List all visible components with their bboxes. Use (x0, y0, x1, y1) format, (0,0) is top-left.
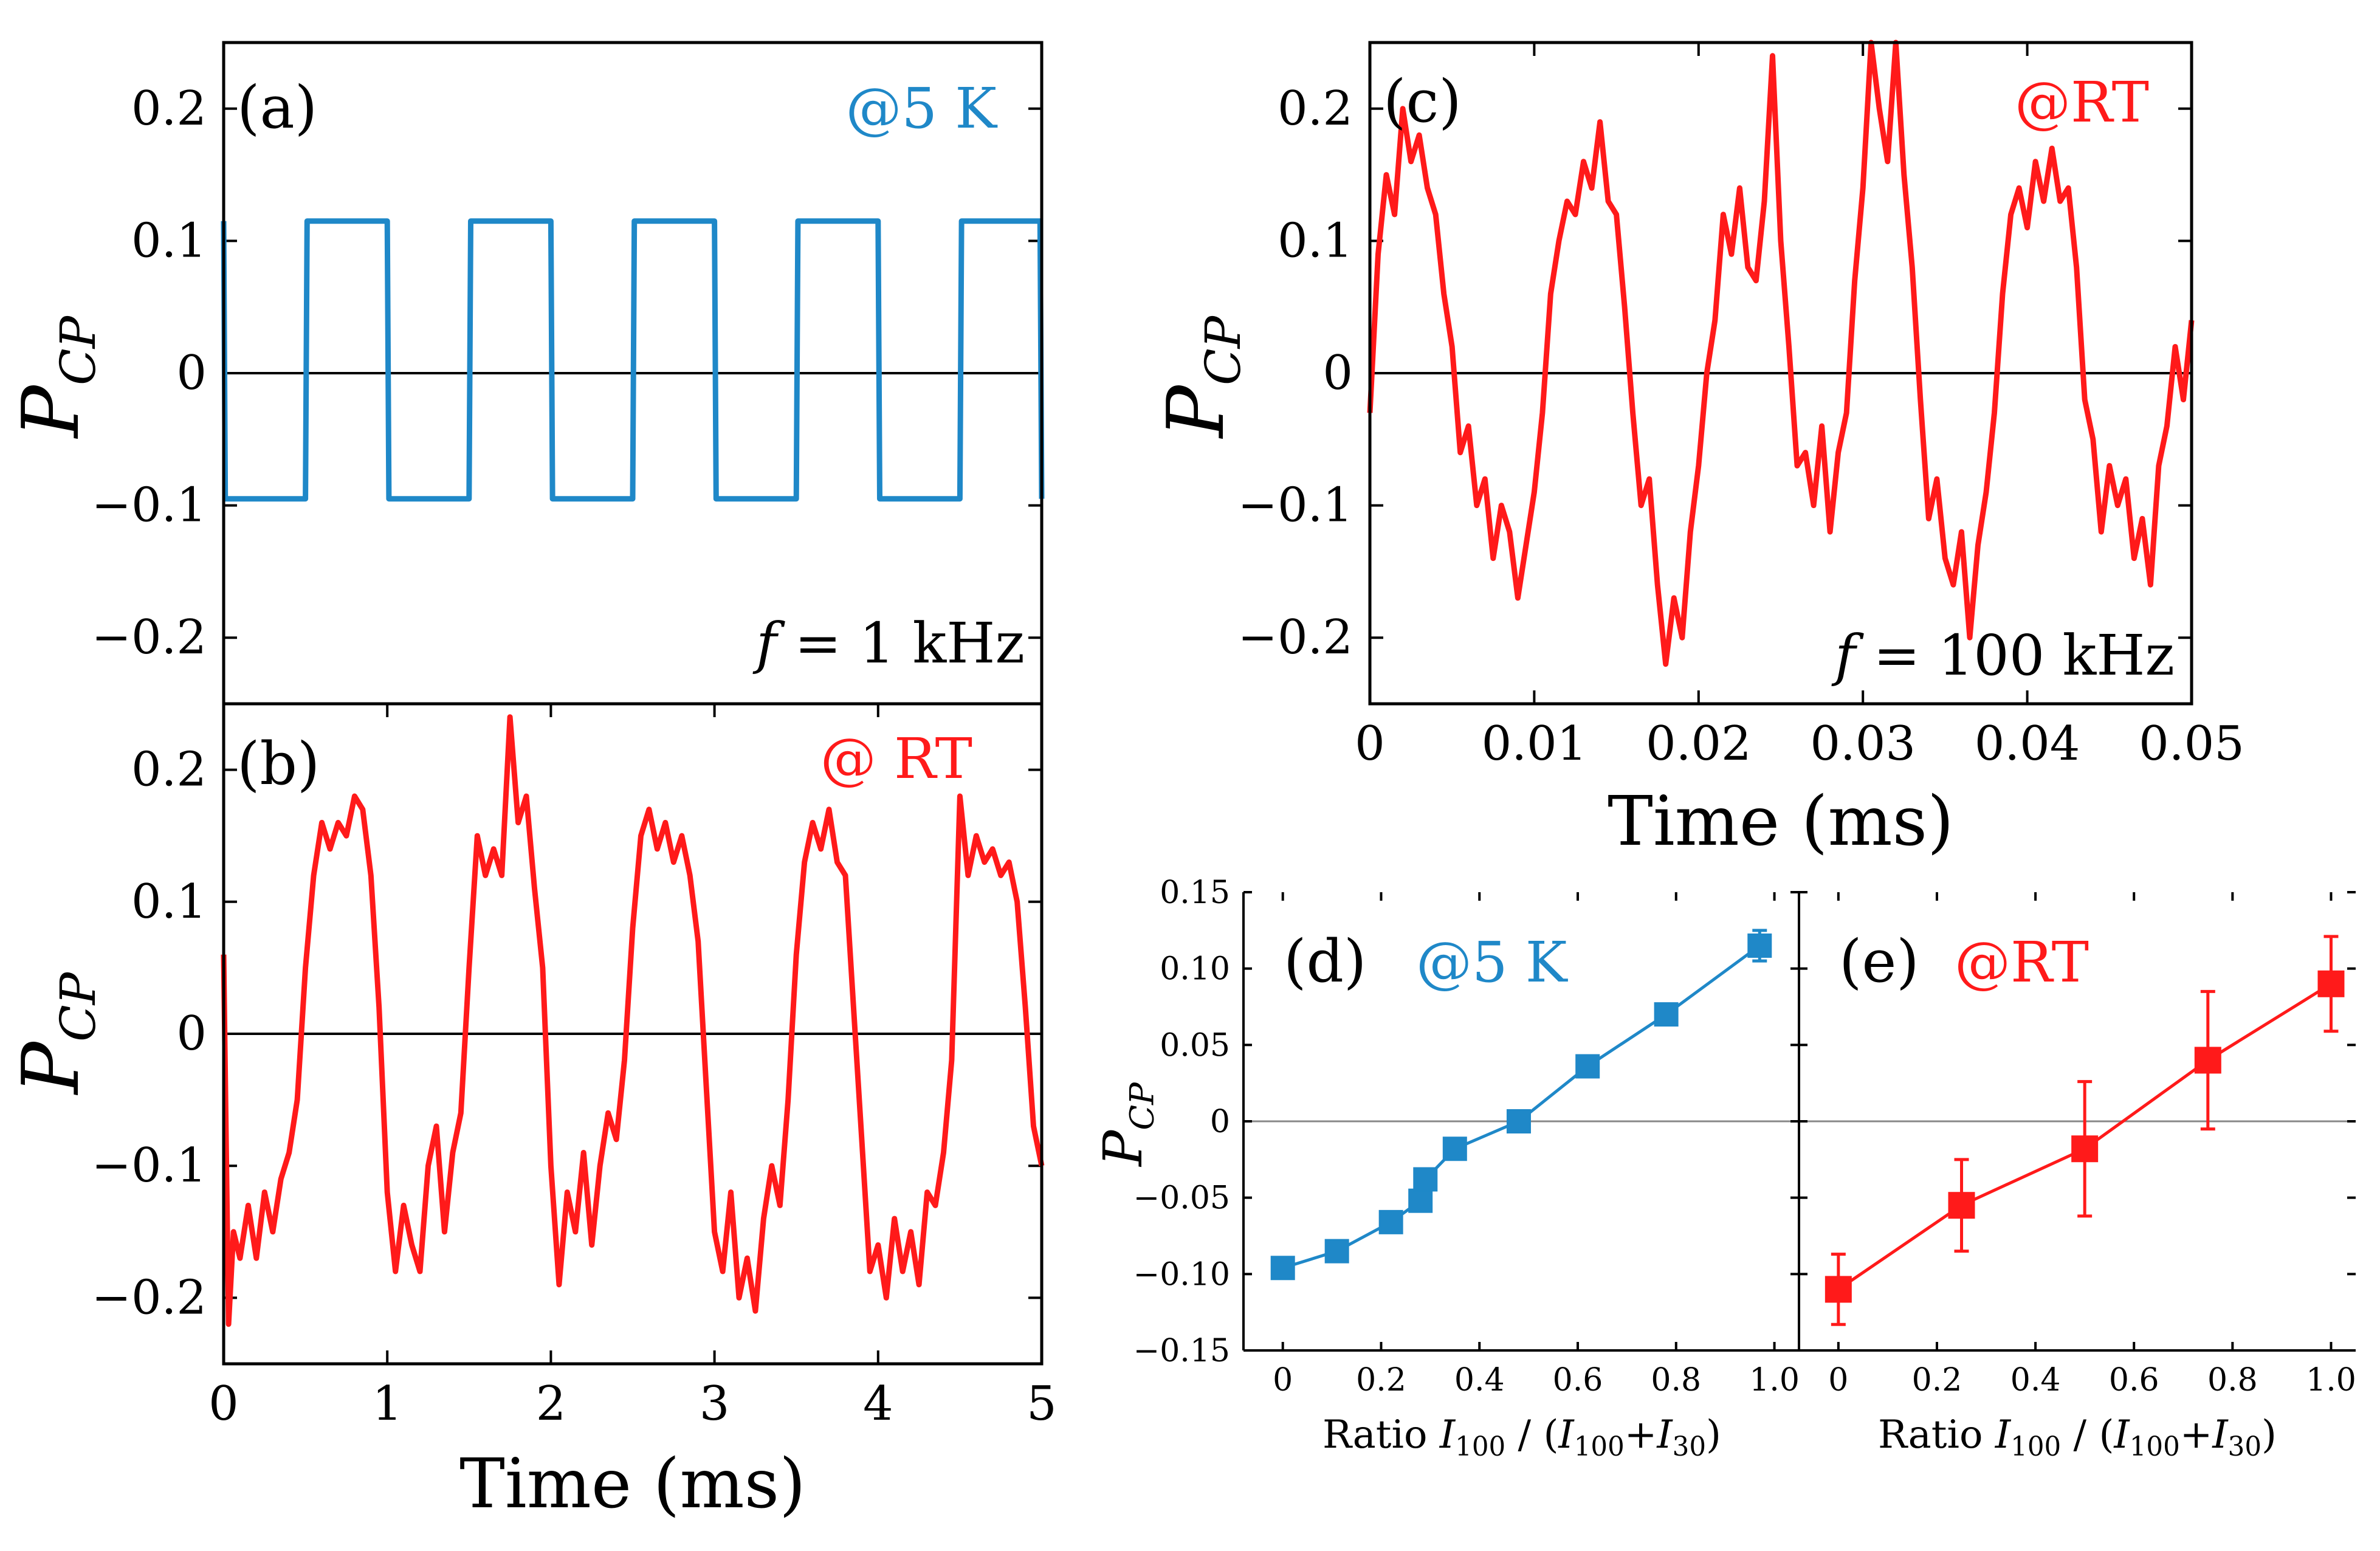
annotation-e: @RT (1955, 930, 2089, 995)
xtick-label-b: 1 (372, 1377, 402, 1431)
xtick-label-e: 0 (1828, 1362, 1848, 1398)
ytick-label-a: 0.2 (131, 81, 207, 136)
ytick-label-d: 0 (1210, 1104, 1230, 1140)
ytick-label-b: 0.2 (131, 743, 207, 797)
ytick-label-d: 0.05 (1160, 1027, 1230, 1064)
data-point-e (1825, 1276, 1852, 1303)
ylabel-b: PCP (6, 971, 106, 1095)
panel-label-a: (a) (237, 74, 317, 142)
panel-label-e: (e) (1839, 927, 1919, 996)
xtick-label-c: 0.04 (1975, 717, 2080, 771)
xtick-label-c: 0.01 (1482, 717, 1587, 771)
xlabel-e: Ratio I100 / (I100+I30) (1878, 1412, 2277, 1462)
freq-label-c: f = 100 kHz (1831, 623, 2175, 688)
ytick-label-b: −0.2 (92, 1270, 207, 1325)
data-point-d (1270, 1256, 1295, 1281)
ytick-label-a: −0.1 (92, 478, 207, 533)
ytick-label-a: 0.1 (131, 213, 207, 268)
data-point-d (1442, 1137, 1467, 1161)
ytick-label-b: 0 (176, 1006, 207, 1061)
series-line-b (221, 714, 1045, 1327)
xtick-label-c: 0.03 (1810, 717, 1916, 771)
ytick-label-c: 0 (1322, 346, 1353, 401)
data-point-d (1408, 1188, 1433, 1213)
annotation-d: @5 K (1416, 930, 1569, 995)
ytick-label-b: 0.1 (131, 875, 207, 929)
xtick-label-d: 0.4 (1454, 1362, 1505, 1398)
ytick-label-d: −0.05 (1133, 1180, 1230, 1217)
xtick-label-d: 0.8 (1651, 1362, 1701, 1398)
xtick-label-b: 3 (700, 1377, 730, 1431)
ylabel-a: PCP (6, 315, 106, 439)
ytick-label-c: 0.1 (1278, 213, 1353, 268)
ytick-label-b: −0.1 (92, 1138, 207, 1193)
ytick-label-a: 0 (176, 346, 207, 401)
xtick-label-c: 0.02 (1646, 717, 1752, 771)
axes-frame-c (1368, 41, 2193, 706)
annotation-c: @RT (2015, 70, 2149, 135)
data-point-e (2317, 970, 2345, 997)
ytick-label-c: −0.2 (1238, 610, 1353, 665)
data-point-e (1948, 1192, 1975, 1219)
data-point-e (2071, 1135, 2099, 1163)
xlabel-b: Time (ms) (459, 1445, 806, 1524)
xtick-label-d: 0.6 (1553, 1362, 1603, 1398)
xtick-label-e: 0.4 (2010, 1362, 2061, 1398)
series-line-c (1367, 40, 2195, 667)
series-line-d (1282, 944, 1761, 1270)
data-point-d (1747, 933, 1772, 958)
ytick-label-d: 0.15 (1160, 875, 1230, 911)
xtick-label-d: 0.2 (1356, 1362, 1406, 1398)
xtick-label-b: 5 (1027, 1377, 1057, 1431)
data-point-d (1575, 1054, 1600, 1079)
axes-frame-b (222, 702, 1044, 1366)
xtick-label-e: 0.8 (2207, 1362, 2258, 1398)
xlabel-d: Ratio I100 / (I100+I30) (1322, 1412, 1721, 1462)
xtick-label-c: 0.05 (2139, 717, 2244, 771)
ytick-label-c: 0.2 (1278, 81, 1353, 136)
freq-label-a: f = 1 kHz (752, 611, 1025, 676)
xtick-label-b: 0 (208, 1377, 239, 1431)
panel-label-b: (b) (237, 730, 320, 798)
xtick-label-b: 2 (536, 1377, 566, 1431)
xlabel-c: Time (ms) (1608, 782, 1954, 861)
series-line-a (221, 218, 1045, 502)
annotation-b: @ RT (820, 726, 972, 791)
ytick-label-c: −0.1 (1238, 478, 1353, 533)
ytick-label-d: −0.15 (1133, 1333, 1230, 1369)
annotation-a: @5 K (845, 76, 998, 141)
xtick-label-e: 0.6 (2109, 1362, 2159, 1398)
xtick-label-d: 1.0 (1749, 1362, 1800, 1398)
ylabel-d: PCP (1092, 1082, 1161, 1168)
data-point-d (1654, 1002, 1679, 1027)
data-point-d (1506, 1109, 1531, 1133)
data-point-d (1413, 1167, 1438, 1192)
xtick-label-d: 0 (1273, 1362, 1293, 1398)
ylabel-c: PCP (1151, 315, 1251, 439)
data-point-e (2194, 1047, 2221, 1074)
xtick-label-b: 4 (863, 1377, 893, 1431)
data-point-d (1378, 1209, 1403, 1234)
xtick-label-e: 0.2 (1912, 1362, 1962, 1398)
xtick-label-c: 0 (1355, 717, 1385, 771)
panel-label-d: (d) (1284, 927, 1366, 996)
xtick-label-e: 1.0 (2306, 1362, 2356, 1398)
ytick-label-a: −0.2 (92, 610, 207, 665)
ytick-label-d: 0.10 (1160, 951, 1230, 988)
panel-label-c: (c) (1383, 67, 1462, 136)
data-point-d (1324, 1239, 1349, 1264)
ytick-label-d: −0.10 (1133, 1256, 1230, 1293)
